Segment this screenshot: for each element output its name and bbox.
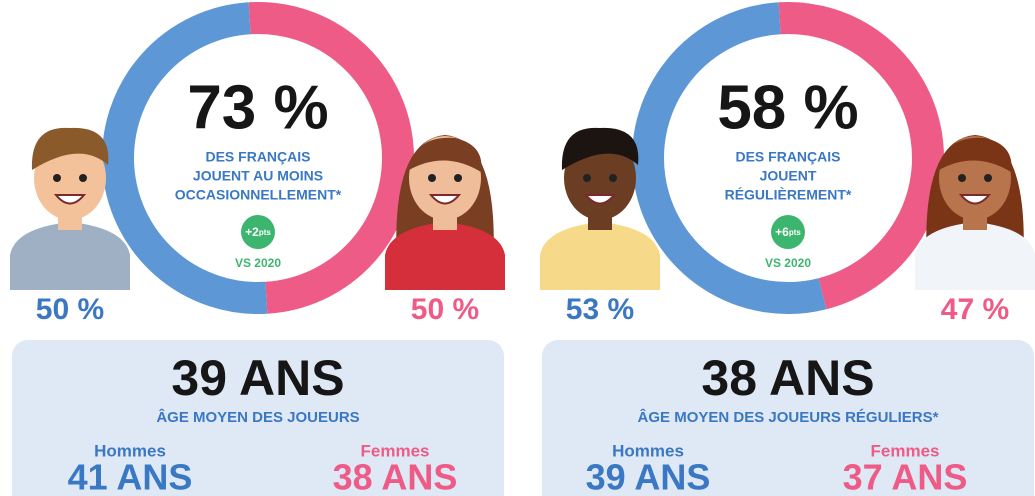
hair: [561, 127, 639, 170]
eye: [428, 174, 436, 182]
badge-text: +2pts: [245, 225, 271, 239]
badge-unit: pts: [789, 228, 802, 237]
eye: [583, 174, 591, 182]
headline: 58 %: [717, 73, 858, 142]
badge-text: +6pts: [775, 225, 801, 239]
age-box: [542, 340, 1034, 496]
fringe: [939, 137, 1012, 172]
badge-value: +2: [245, 225, 259, 239]
eye: [958, 174, 966, 182]
eye: [79, 174, 87, 182]
women-percent: 50 %: [411, 293, 479, 326]
men-label: Hommes: [94, 441, 166, 460]
smile: [583, 194, 617, 205]
age-label: ÂGE MOYEN DES JOUEURS: [156, 408, 359, 426]
women-percent: 47 %: [941, 293, 1009, 326]
badge: [241, 215, 275, 249]
badge-unit: pts: [259, 228, 272, 237]
woman-illustration: [385, 135, 505, 290]
smile: [428, 194, 462, 205]
average-age: 39 ANS: [171, 350, 344, 406]
women-age: 38 ANS: [333, 457, 458, 496]
badge: [771, 215, 805, 249]
eye: [609, 174, 617, 182]
man-illustration: [540, 127, 660, 290]
smile: [53, 194, 87, 205]
eye: [454, 174, 462, 182]
body: [385, 222, 505, 290]
men-percent: 53 %: [566, 293, 634, 326]
women-arc: [248, 2, 414, 314]
men-label: Hommes: [612, 441, 684, 460]
women-arc: [778, 2, 944, 310]
vs-label: VS 2020: [765, 256, 811, 270]
women-age: 37 ANS: [843, 457, 968, 496]
age-box: [12, 340, 504, 496]
fringe: [409, 137, 482, 172]
subtitle-line: DES FRANÇAIS: [735, 149, 840, 165]
women-label: Femmes: [871, 441, 940, 460]
headline: 73 %: [187, 73, 328, 142]
man-illustration: [10, 127, 130, 290]
average-age: 38 ANS: [701, 350, 874, 406]
vs-label: VS 2020: [235, 256, 281, 270]
body: [915, 222, 1035, 290]
men-age: 39 ANS: [586, 457, 711, 496]
eye: [984, 174, 992, 182]
men-arc: [632, 2, 827, 314]
woman-illustration: [915, 135, 1035, 290]
body: [540, 222, 660, 290]
subtitle-line: JOUENT AU MOINS: [193, 168, 323, 184]
badge-value: +6: [775, 225, 789, 239]
subtitle-line: RÉGULIÈREMENT*: [725, 187, 852, 203]
women-label: Femmes: [361, 441, 430, 460]
men-percent: 50 %: [36, 293, 104, 326]
hair: [31, 127, 109, 170]
men-age: 41 ANS: [68, 457, 193, 496]
subtitle-line: DES FRANÇAIS: [205, 149, 310, 165]
subtitle-line: OCCASIONNELLEMENT*: [175, 187, 342, 203]
men-arc: [102, 2, 268, 314]
smile: [958, 194, 992, 205]
age-label: ÂGE MOYEN DES JOUEURS RÉGULIERS*: [638, 408, 939, 426]
eye: [53, 174, 61, 182]
subtitle-line: JOUENT: [760, 168, 817, 184]
body: [10, 222, 130, 290]
